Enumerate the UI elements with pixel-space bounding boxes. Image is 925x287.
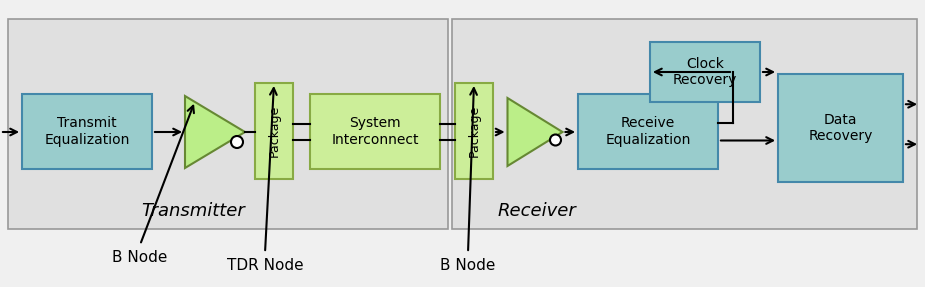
Text: B Node: B Node: [112, 249, 167, 265]
Text: Receiver: Receiver: [498, 202, 576, 220]
Bar: [255, 83, 293, 179]
Text: System
Interconnect: System Interconnect: [331, 117, 419, 147]
Polygon shape: [185, 96, 245, 168]
Text: Receive
Equalization: Receive Equalization: [605, 117, 691, 147]
Text: Package: Package: [267, 105, 280, 157]
Bar: [22, 94, 152, 169]
Text: B Node: B Node: [440, 257, 496, 272]
Text: TDR Node: TDR Node: [227, 257, 303, 272]
Text: Package: Package: [467, 105, 480, 157]
Bar: [8, 19, 448, 229]
Text: Transmitter: Transmitter: [141, 202, 245, 220]
Bar: [578, 94, 718, 169]
Text: Data
Recovery: Data Recovery: [808, 113, 872, 143]
Bar: [455, 83, 493, 179]
Text: Clock
Recovery: Clock Recovery: [672, 57, 737, 87]
Bar: [778, 74, 903, 182]
Circle shape: [231, 136, 243, 148]
Bar: [650, 42, 760, 102]
Bar: [310, 94, 440, 169]
Polygon shape: [508, 98, 562, 166]
Text: Transmit
Equalization: Transmit Equalization: [44, 117, 130, 147]
Circle shape: [550, 135, 561, 146]
Bar: [452, 19, 917, 229]
